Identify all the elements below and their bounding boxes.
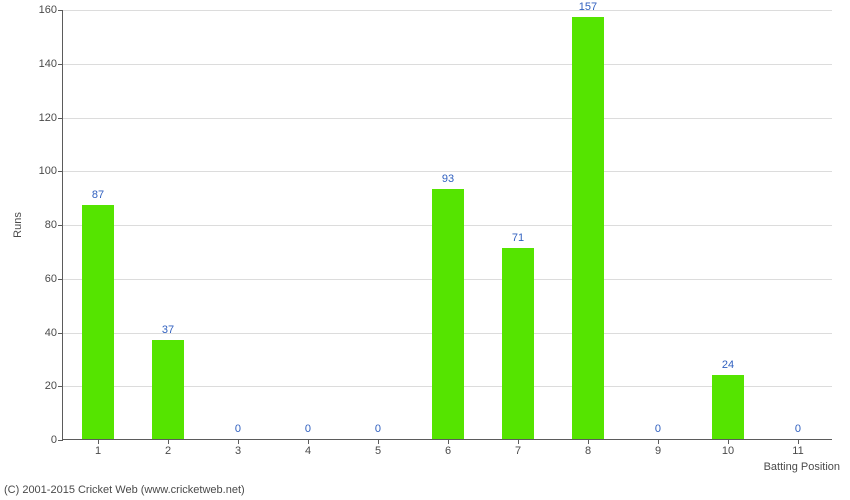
x-tick-mark — [238, 439, 239, 444]
bar: 71 — [502, 248, 534, 439]
footer-credit: (C) 2001-2015 Cricket Web (www.cricketwe… — [4, 484, 245, 496]
x-tick-label: 7 — [515, 445, 521, 457]
x-tick-mark — [448, 439, 449, 444]
bar: 93 — [432, 189, 464, 439]
y-tick-label: 0 — [51, 434, 57, 446]
y-tick-mark — [58, 440, 63, 441]
y-tick-label: 20 — [45, 380, 57, 392]
y-tick-mark — [58, 333, 63, 334]
y-tick-mark — [58, 118, 63, 119]
bar: 37 — [152, 340, 184, 439]
x-tick-mark — [798, 439, 799, 444]
x-tick-mark — [728, 439, 729, 444]
y-tick-mark — [58, 171, 63, 172]
x-tick-mark — [588, 439, 589, 444]
bar-value-label: 71 — [512, 232, 524, 244]
y-axis-title: Runs — [12, 212, 24, 238]
x-tick-label: 8 — [585, 445, 591, 457]
y-tick-label: 60 — [45, 273, 57, 285]
chart-container: 0204060801001201401601872373040506937718… — [0, 0, 850, 500]
y-tick-label: 100 — [39, 165, 57, 177]
y-tick-mark — [58, 10, 63, 11]
x-tick-mark — [168, 439, 169, 444]
y-tick-label: 160 — [39, 4, 57, 16]
bar-value-label: 37 — [162, 324, 174, 336]
x-tick-label: 2 — [165, 445, 171, 457]
bar: 87 — [82, 205, 114, 439]
bar-value-label: 157 — [579, 1, 597, 13]
gridline — [63, 10, 832, 11]
y-tick-label: 80 — [45, 219, 57, 231]
y-tick-label: 140 — [39, 58, 57, 70]
y-tick-mark — [58, 386, 63, 387]
bar-value-label: 24 — [722, 359, 734, 371]
x-tick-label: 6 — [445, 445, 451, 457]
x-tick-label: 3 — [235, 445, 241, 457]
gridline — [63, 64, 832, 65]
y-tick-label: 120 — [39, 112, 57, 124]
y-tick-mark — [58, 64, 63, 65]
x-tick-label: 10 — [722, 445, 734, 457]
x-tick-label: 5 — [375, 445, 381, 457]
bar-value-label: 0 — [655, 423, 661, 435]
bar-value-label: 0 — [305, 423, 311, 435]
x-tick-mark — [98, 439, 99, 444]
bar: 24 — [712, 375, 744, 440]
bar-value-label: 0 — [375, 423, 381, 435]
x-tick-label: 1 — [95, 445, 101, 457]
x-tick-label: 9 — [655, 445, 661, 457]
gridline — [63, 118, 832, 119]
y-tick-label: 40 — [45, 327, 57, 339]
x-tick-mark — [378, 439, 379, 444]
x-tick-mark — [658, 439, 659, 444]
x-tick-label: 11 — [792, 445, 803, 457]
bar: 157 — [572, 17, 604, 439]
bar-value-label: 93 — [442, 173, 454, 185]
x-tick-label: 4 — [305, 445, 311, 457]
x-tick-mark — [308, 439, 309, 444]
bar-value-label: 0 — [795, 423, 801, 435]
plot-area: 0204060801001201401601872373040506937718… — [62, 10, 832, 440]
y-tick-mark — [58, 225, 63, 226]
y-tick-mark — [58, 279, 63, 280]
bar-value-label: 87 — [92, 189, 104, 201]
bar-value-label: 0 — [235, 423, 241, 435]
x-tick-mark — [518, 439, 519, 444]
x-axis-title: Batting Position — [764, 461, 840, 473]
